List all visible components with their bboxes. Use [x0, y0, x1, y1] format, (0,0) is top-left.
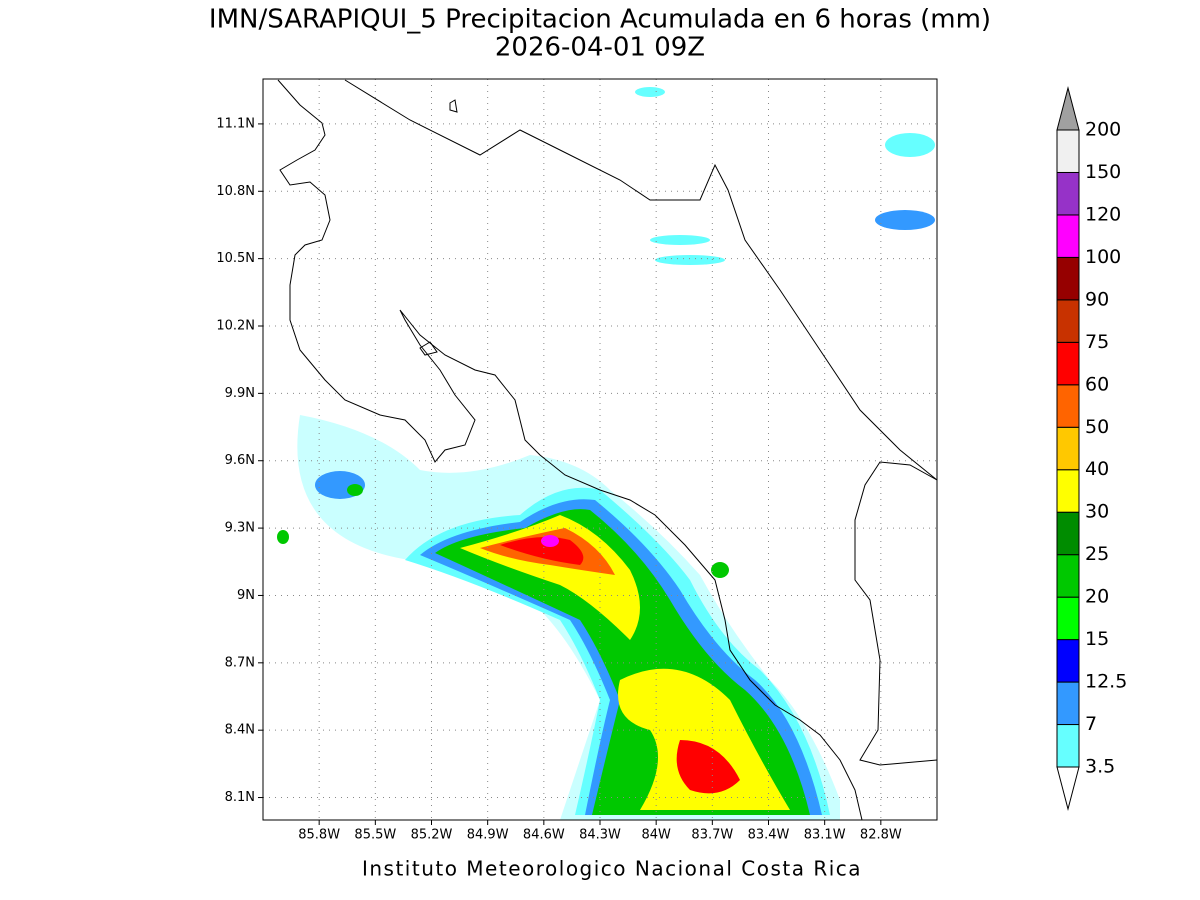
colorbar-label: 15	[1085, 628, 1109, 650]
x-tick-label: 83.4W	[748, 828, 790, 843]
colorbar-label: 50	[1085, 416, 1109, 438]
colorbar-swatch	[1056, 426, 1080, 471]
colorbar-over	[1056, 86, 1080, 131]
colorbar: 3.5 7 12.5 15 20 25 30 40 50 60 75 90 100 120 150 200	[1056, 86, 1127, 811]
colorbar-label: 150	[1085, 161, 1121, 183]
colorbar-swatch	[1056, 171, 1080, 216]
colorbar-swatch	[1056, 341, 1080, 386]
colorbar-label: 200	[1085, 119, 1121, 141]
colorbar-label: 25	[1085, 543, 1109, 565]
colorbar-swatch	[1056, 256, 1080, 301]
colorbar-label: 90	[1085, 288, 1109, 310]
precipitation-field	[277, 87, 935, 820]
colorbar-label: 30	[1085, 501, 1109, 523]
y-tick-label: 10.2N	[216, 319, 255, 334]
colorbar-swatch	[1056, 384, 1080, 428]
x-tick-label: 84W	[641, 828, 671, 843]
colorbar-label: 75	[1085, 331, 1109, 353]
graticule	[258, 79, 937, 825]
title: IMN/SARAPIQUI_5 Precipitacion Acumulada …	[209, 5, 991, 35]
credit: Instituto Meteorologico Nacional Costa R…	[362, 857, 862, 881]
colorbar-label: 100	[1085, 246, 1121, 268]
colorbar-swatch	[1056, 724, 1080, 768]
colorbar-label: 60	[1085, 373, 1109, 395]
y-tick-label: 10.8N	[216, 184, 255, 199]
x-tick-label: 85.5W	[354, 828, 396, 843]
y-tick-label: 11.1N	[216, 116, 255, 131]
colorbar-label: 120	[1085, 203, 1121, 225]
coastline	[277, 79, 938, 821]
map-frame	[262, 78, 938, 821]
x-tick-label: 84.3W	[579, 828, 621, 843]
colorbar-swatch	[1056, 299, 1080, 343]
colorbar-swatch	[1056, 596, 1080, 641]
x-tick-label: 83.1W	[804, 828, 846, 843]
y-tick-label: 8.7N	[225, 655, 255, 670]
y-tick-label: 8.4N	[225, 723, 255, 738]
y-tick-label: 9.9N	[225, 386, 255, 401]
colorbar-swatch	[1056, 511, 1080, 556]
x-tick-label: 84.9W	[467, 828, 509, 843]
subtitle: 2026-04-01 09Z	[495, 33, 705, 63]
y-tick-label: 8.1N	[225, 790, 255, 805]
y-tick-label: 10.5N	[216, 251, 255, 266]
colorbar-label: 20	[1085, 586, 1109, 608]
colorbar-swatch	[1056, 554, 1080, 598]
x-tick-label: 84.6W	[523, 828, 565, 843]
y-tick-label: 9N	[237, 588, 255, 603]
x-tick-label: 83.7W	[691, 828, 733, 843]
colorbar-label: 7	[1085, 713, 1097, 735]
colorbar-swatch	[1056, 469, 1080, 513]
colorbar-label: 40	[1085, 458, 1109, 480]
colorbar-swatch	[1056, 639, 1080, 683]
colorbar-label: 12.5	[1085, 671, 1127, 693]
y-tick-label: 9.3N	[225, 521, 255, 536]
x-tick-label: 82.8W	[860, 828, 902, 843]
y-tick-label: 9.6N	[225, 453, 255, 468]
x-tick-label: 85.2W	[411, 828, 453, 843]
colorbar-swatch	[1056, 129, 1080, 173]
x-tick-label: 85.8W	[298, 828, 340, 843]
colorbar-label: 3.5	[1085, 756, 1115, 778]
colorbar-swatch	[1056, 681, 1080, 726]
colorbar-swatch	[1056, 214, 1080, 258]
colorbar-under	[1056, 766, 1080, 811]
